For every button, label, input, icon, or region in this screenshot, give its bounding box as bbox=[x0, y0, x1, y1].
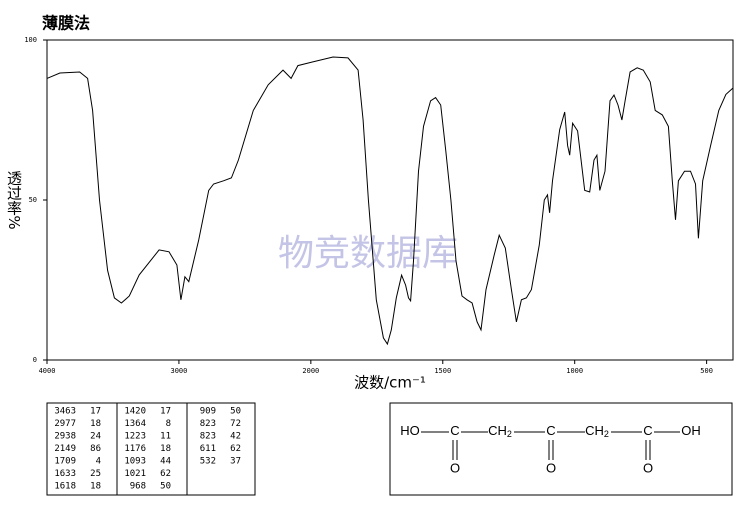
y-tick-label: 0 bbox=[33, 356, 37, 364]
x-tick-label: 1000 bbox=[566, 367, 583, 375]
atom-text: C bbox=[450, 423, 459, 438]
peak-transmittance: 11 bbox=[160, 432, 171, 442]
peak-wavenumber: 2149 bbox=[54, 444, 76, 454]
atom-subscript: 2 bbox=[604, 429, 609, 439]
y-tick-label: 50 bbox=[29, 196, 37, 204]
y-axis-label: 透过率% bbox=[5, 170, 23, 229]
peak-wavenumber: 1176 bbox=[124, 444, 146, 454]
x-axis-label: 波数/cm⁻¹ bbox=[354, 374, 426, 392]
peak-transmittance: 37 bbox=[230, 457, 241, 467]
spectrum-line bbox=[46, 56, 734, 346]
peak-wavenumber: 2938 bbox=[54, 432, 76, 442]
peak-wavenumber: 2977 bbox=[54, 419, 76, 429]
peak-wavenumber: 1021 bbox=[124, 469, 146, 479]
atom-label: C bbox=[450, 423, 459, 438]
peak-wavenumber: 1618 bbox=[54, 482, 76, 492]
peak-transmittance: 24 bbox=[90, 432, 101, 442]
peak-transmittance: 50 bbox=[230, 407, 241, 417]
peak-transmittance: 62 bbox=[230, 444, 241, 454]
atom-label: C bbox=[546, 423, 555, 438]
x-tick-label: 4000 bbox=[39, 367, 56, 375]
peak-transmittance: 86 bbox=[90, 444, 101, 454]
peak-wavenumber: 968 bbox=[130, 482, 146, 492]
peak-wavenumber: 823 bbox=[200, 432, 216, 442]
structure-frame bbox=[389, 402, 733, 496]
atom-text: C bbox=[546, 423, 555, 438]
atom-label: C bbox=[643, 423, 652, 438]
peak-wavenumber: 611 bbox=[200, 444, 216, 454]
atom-text: OH bbox=[681, 423, 701, 438]
atom-label: CH2 bbox=[488, 423, 512, 439]
peak-transmittance: 18 bbox=[90, 482, 101, 492]
peak-transmittance: 8 bbox=[166, 419, 171, 429]
atom-text: C bbox=[643, 423, 652, 438]
plot-frame bbox=[46, 39, 734, 361]
atom-text: HO bbox=[400, 423, 420, 438]
peak-wavenumber: 532 bbox=[200, 457, 216, 467]
peak-wavenumber: 1223 bbox=[124, 432, 146, 442]
peak-wavenumber: 1364 bbox=[124, 419, 146, 429]
x-tick-label: 2000 bbox=[302, 367, 319, 375]
atom-text: CH bbox=[585, 423, 604, 438]
oxygen-label: O bbox=[643, 460, 653, 475]
atom-label: OH bbox=[681, 423, 701, 438]
peak-transmittance: 18 bbox=[90, 419, 101, 429]
atom-text: CH bbox=[488, 423, 507, 438]
x-tick-label: 3000 bbox=[170, 367, 187, 375]
peak-transmittance: 44 bbox=[160, 457, 171, 467]
atom-subscript: 2 bbox=[507, 429, 512, 439]
y-tick-label: 100 bbox=[24, 36, 37, 44]
x-tick-label: 1500 bbox=[434, 367, 451, 375]
peak-transmittance: 17 bbox=[160, 407, 171, 417]
peak-wavenumber: 1633 bbox=[54, 469, 76, 479]
peak-wavenumber: 1709 bbox=[54, 457, 76, 467]
oxygen-label: O bbox=[546, 460, 556, 475]
peak-table-frame bbox=[46, 402, 256, 496]
peak-wavenumber: 3463 bbox=[54, 407, 76, 417]
chart-title: 薄膜法 bbox=[42, 14, 90, 33]
atom-label: HO bbox=[400, 423, 420, 438]
peak-wavenumber: 1420 bbox=[124, 407, 146, 417]
x-tick-label: 500 bbox=[700, 367, 713, 375]
peak-transmittance: 50 bbox=[160, 482, 171, 492]
peak-wavenumber: 823 bbox=[200, 419, 216, 429]
peak-transmittance: 42 bbox=[230, 432, 241, 442]
peak-transmittance: 18 bbox=[160, 444, 171, 454]
peak-transmittance: 62 bbox=[160, 469, 171, 479]
peak-wavenumber: 1093 bbox=[124, 457, 146, 467]
peak-transmittance: 25 bbox=[90, 469, 101, 479]
atom-label: CH2 bbox=[585, 423, 609, 439]
peak-transmittance: 72 bbox=[230, 419, 241, 429]
peak-transmittance: 17 bbox=[90, 407, 101, 417]
watermark: 物竞数据库 bbox=[278, 233, 458, 274]
peak-transmittance: 4 bbox=[96, 457, 101, 467]
peak-wavenumber: 909 bbox=[200, 407, 216, 417]
oxygen-label: O bbox=[450, 460, 460, 475]
